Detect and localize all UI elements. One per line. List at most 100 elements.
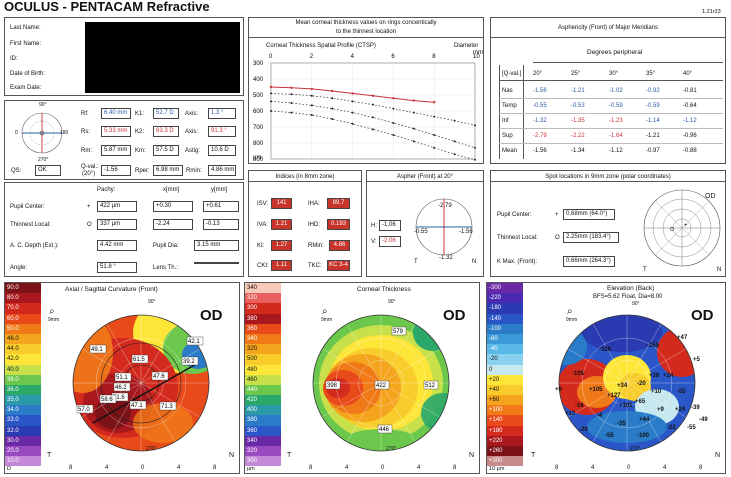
dob-label: Date of Birth: — [10, 71, 46, 77]
ctsp-point — [433, 146, 436, 149]
elevation-value-label: +101 — [619, 403, 633, 409]
elevation-value-label: -49 — [699, 417, 708, 423]
ctsp-point — [392, 107, 395, 110]
ctsp-point — [372, 128, 374, 131]
map-outline — [72, 314, 210, 452]
elevation-value-label: -105 — [572, 371, 585, 377]
scale-cell: 10.0 — [5, 456, 41, 467]
axial-t-label: T — [47, 452, 52, 459]
axial-label-box — [129, 400, 147, 410]
ctsp-point — [290, 86, 293, 90]
ctsp-point — [474, 158, 476, 161]
axial-label-box — [114, 372, 132, 382]
asphericity-cell: -1.35 — [571, 118, 585, 124]
patient-info-redacted — [85, 22, 240, 93]
cki-value: 1.11 — [271, 260, 292, 271]
k2-label: K2: — [135, 129, 145, 135]
thickness-map: 579 398 422 512 446 — [312, 314, 450, 452]
scale-footer: D — [7, 466, 11, 473]
asphericity-cell: -1.14 — [646, 118, 660, 124]
keratometry-panel: 90° 270° 0 180 Rf: 6.40 mm K1: 52.7 D Ax… — [4, 100, 244, 180]
asphericity-row-label: Inf — [502, 118, 509, 124]
thinnest-x-value: -2.24 — [153, 219, 193, 230]
thickness-t-label: T — [287, 452, 292, 459]
spot-pupil-symbol: + — [555, 212, 559, 218]
isv-value: 141 — [271, 198, 292, 209]
scale-cell: 300 — [245, 456, 281, 467]
scale-cell: +260 — [487, 446, 523, 457]
asphericity-col-header: 30° — [609, 71, 619, 77]
ctsp-point — [433, 134, 436, 136]
asphericity-cell: -1.56 — [533, 148, 547, 154]
rm-value: 5.87 mm — [101, 145, 131, 156]
rs-label: Rs: — [81, 129, 90, 135]
map-meridian — [626, 382, 686, 418]
asphericity-col-header: 40° — [683, 71, 693, 77]
axial-value-label: 47.6 — [153, 374, 165, 380]
mm-label: mm — [473, 50, 483, 56]
scale-cell: 70.0 — [5, 303, 41, 314]
thickness-value-label: 579 — [393, 329, 404, 335]
rmin-value: 4.86 mm — [208, 165, 236, 176]
axial-value-label: 46.2 — [115, 385, 127, 391]
first-name-label: First Name: — [10, 41, 42, 47]
map-ring — [604, 360, 650, 406]
scale-cell: 460 — [245, 374, 281, 385]
exam-date-label: Exam Date: — [10, 85, 42, 91]
elevation-value-label: +44 — [639, 417, 650, 423]
elevation-value-label: -39 — [691, 405, 700, 411]
graph-title-line1: Mean corneal thickness values on rings c… — [295, 20, 437, 26]
ctsp-point — [270, 110, 272, 112]
elevation-value-label: -16 — [575, 403, 584, 409]
scale-cell: 380 — [245, 313, 281, 324]
asphericity-col-header: 20° — [533, 71, 543, 77]
scale-cell: 480 — [245, 364, 281, 375]
scale-cell: 340 — [245, 435, 281, 446]
scale-footer: Elevation — [487, 473, 523, 474]
ctsp-point — [310, 104, 313, 107]
elevation-value-label: -100 — [637, 433, 650, 439]
rper-label: Rper: — [135, 168, 150, 174]
asphericity-cell: -0.97 — [646, 148, 660, 154]
thickness-zoom-icon[interactable]: ⌕ — [322, 306, 328, 317]
asphericity-row-label: Nas — [502, 88, 513, 94]
elevation-zoom-icon[interactable]: ⌕ — [567, 306, 573, 317]
spot-title: Spot locations in 9mm zone (polar coordi… — [545, 174, 671, 180]
ctsp-label: Corneal Thickness Spatial Profile (CTSP) — [266, 43, 376, 49]
elevation-value-label: -136 — [599, 347, 612, 353]
ctsp-point — [453, 119, 456, 122]
axial-value-label: 39.2 — [183, 359, 195, 365]
diameter-label: Diameter — [454, 43, 479, 49]
axial-value-label: 61.5 — [133, 357, 145, 363]
scale-cell: 42.0 — [5, 354, 41, 365]
axial-label-box — [89, 344, 107, 354]
thickness-label-box — [325, 380, 341, 390]
map-meridian — [322, 382, 382, 418]
map-x-tick: 0 — [381, 465, 385, 471]
axial-zoom-icon[interactable]: ⌕ — [49, 306, 55, 317]
map-color-region — [413, 315, 449, 351]
ctsp-point — [433, 115, 436, 118]
axial-value-label: 58.6 — [101, 397, 113, 403]
iha-value: 89.7 — [327, 198, 350, 209]
id-label: ID: — [10, 56, 18, 62]
map-ring — [358, 360, 404, 406]
thickness-value-label: 512 — [425, 383, 436, 389]
spot-kmax-value: 0.66mm (264.3°) — [563, 256, 615, 267]
ctsp-point — [310, 94, 313, 97]
scale-cell: 0 — [487, 364, 523, 375]
axial-value-label: 57.0 — [78, 407, 90, 413]
map-x-tick: 4 — [177, 465, 181, 471]
scale-cell: 30.0 — [5, 435, 41, 446]
aspher-left: -0.55 — [414, 229, 428, 235]
ctsp-point — [474, 124, 476, 127]
aspher-h-label: H: — [371, 223, 377, 229]
elevation-value-label: +5 — [693, 357, 701, 363]
elevation-t-label: T — [531, 452, 536, 459]
ctsp-chart: 300 400 500 600 700 800 900 0 2 4 6 8 10 — [253, 54, 480, 163]
ctsp-point — [351, 111, 354, 114]
axial-map-title: Axial / Sagittal Curvature (Front) — [65, 286, 158, 293]
scale-cell: +60 — [487, 395, 523, 406]
thinnest-symbol: O — [87, 222, 92, 228]
ctsp-x-tick: 6 — [391, 54, 395, 60]
